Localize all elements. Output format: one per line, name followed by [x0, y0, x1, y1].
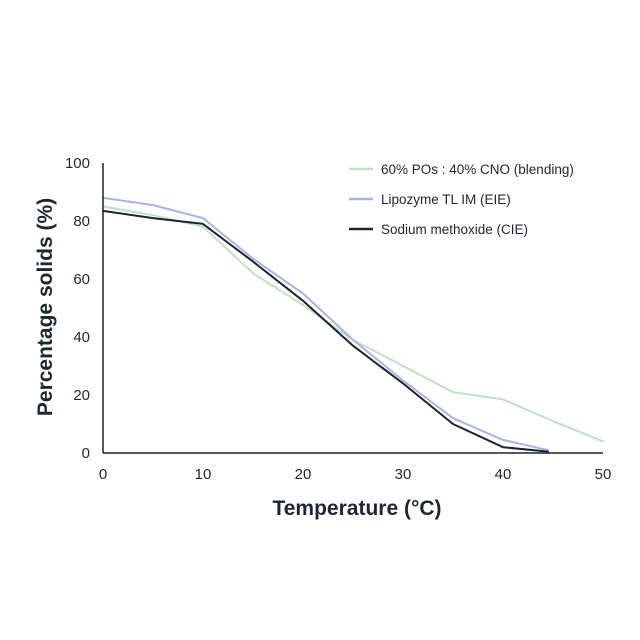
legend-label-1: 60% POs : 40% CNO (blending) — [381, 162, 574, 177]
y-tick-label: 80 — [73, 213, 90, 230]
legend-label-3: Sodium methoxide (CIE) — [381, 222, 528, 237]
x-tick-label: 0 — [99, 466, 107, 483]
y-tick-label: 100 — [65, 155, 90, 172]
y-axis-title: Percentage solids (%) — [34, 198, 57, 416]
y-tick-label: 0 — [82, 445, 90, 462]
series-line-1 — [102, 205, 604, 443]
y-tick-label: 40 — [73, 329, 90, 346]
x-tick-label: 20 — [295, 466, 312, 483]
x-axis-title: Temperature (°C) — [272, 497, 441, 520]
legend-label-2: Lipozyme TL IM (EIE) — [381, 192, 511, 207]
series-line-2 — [102, 196, 549, 452]
series-line-3 — [102, 209, 549, 453]
y-tick-label: 60 — [73, 271, 90, 288]
x-tick-label: 30 — [395, 466, 412, 483]
x-tick-label: 10 — [195, 466, 212, 483]
series-lines — [102, 196, 604, 453]
x-tick-label: 50 — [595, 466, 612, 483]
x-tick-label: 40 — [495, 466, 512, 483]
y-tick-label: 20 — [73, 387, 90, 404]
legend: 60% POs : 40% CNO (blending) Lipozyme TL … — [349, 162, 574, 237]
tick-labels: 0 10 20 30 40 50 0 20 40 60 80 100 — [65, 155, 611, 483]
axes — [102, 163, 603, 454]
